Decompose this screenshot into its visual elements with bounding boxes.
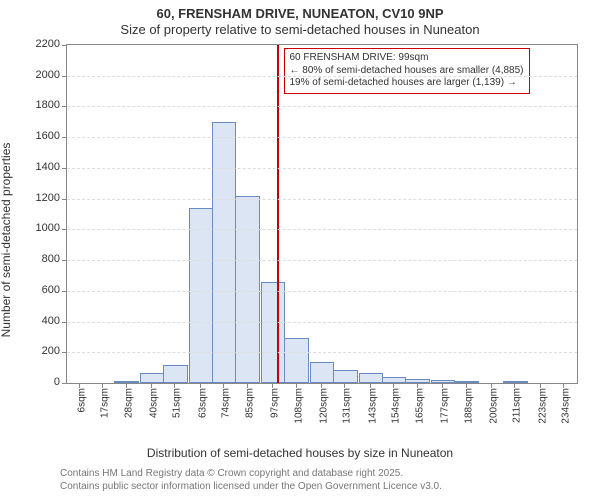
chart-container: 60, FRENSHAM DRIVE, NUNEATON, CV10 9NP S… [0, 0, 600, 500]
marker-line [277, 45, 279, 383]
xtick-label: 120sqm [319, 388, 330, 424]
bar [261, 282, 285, 383]
bar [431, 380, 455, 383]
gridline [67, 229, 577, 230]
chart-title-line2: Size of property relative to semi-detach… [0, 22, 600, 37]
xtick-label: 74sqm [221, 388, 232, 418]
annotation-box: 60 FRENSHAM DRIVE: 99sqm ← 80% of semi-d… [284, 48, 530, 94]
ytick-label: 0 [20, 376, 60, 388]
ytick-mark [62, 76, 67, 77]
ytick-label: 1200 [20, 192, 60, 204]
ytick-mark [62, 291, 67, 292]
xtick-label: 28sqm [123, 388, 134, 418]
ytick-mark [62, 352, 67, 353]
x-axis-label: Distribution of semi-detached houses by … [0, 446, 600, 460]
ytick-mark [62, 322, 67, 323]
ytick-mark [62, 45, 67, 46]
gridline [67, 76, 577, 77]
ytick-label: 2200 [20, 38, 60, 50]
annotation-line1: 60 FRENSHAM DRIVE: 99sqm [290, 52, 524, 65]
y-axis-label: Number of semi-detached properties [0, 45, 13, 240]
ytick-mark [62, 168, 67, 169]
bar [382, 377, 406, 383]
ytick-label: 2000 [20, 69, 60, 81]
footer-attribution: Contains HM Land Registry data © Crown c… [60, 468, 442, 493]
bar [333, 370, 357, 383]
footer-line2: Contains public sector information licen… [60, 481, 442, 494]
bar [284, 338, 308, 383]
xtick-label: 108sqm [293, 388, 304, 424]
xtick-label: 234sqm [561, 388, 572, 424]
xtick-label: 154sqm [391, 388, 402, 424]
plot-area: 60 FRENSHAM DRIVE: 99sqm ← 80% of semi-d… [66, 44, 578, 384]
bar [212, 122, 236, 383]
bar [114, 381, 138, 383]
gridline [67, 199, 577, 200]
ytick-label: 400 [20, 315, 60, 327]
ytick-label: 1400 [20, 161, 60, 173]
xtick-label: 17sqm [100, 388, 111, 418]
ytick-label: 200 [20, 345, 60, 357]
ytick-mark [62, 106, 67, 107]
xtick-label: 211sqm [512, 388, 523, 423]
bar [140, 373, 164, 383]
annotation-line3: 19% of semi-detached houses are larger (… [290, 77, 524, 90]
bar [310, 362, 334, 383]
bars-layer [67, 45, 577, 383]
chart-title-line1: 60, FRENSHAM DRIVE, NUNEATON, CV10 9NP [0, 6, 600, 21]
gridline [67, 291, 577, 292]
xtick-label: 223sqm [537, 388, 548, 424]
bar [405, 379, 429, 383]
ytick-mark [62, 137, 67, 138]
ytick-mark [62, 383, 67, 384]
gridline [67, 352, 577, 353]
xtick-label: 200sqm [489, 388, 500, 424]
xtick-label: 131sqm [342, 388, 353, 424]
ytick-mark [62, 229, 67, 230]
bar [454, 381, 478, 383]
ytick-label: 1800 [20, 99, 60, 111]
gridline [67, 322, 577, 323]
gridline [67, 168, 577, 169]
gridline [67, 106, 577, 107]
gridline [67, 260, 577, 261]
ytick-label: 800 [20, 253, 60, 265]
ytick-label: 1000 [20, 222, 60, 234]
ytick-mark [62, 199, 67, 200]
ytick-label: 600 [20, 284, 60, 296]
bar [235, 196, 259, 383]
xtick-label: 97sqm [270, 388, 281, 418]
bar [359, 373, 383, 383]
gridline [67, 137, 577, 138]
ytick-mark [62, 260, 67, 261]
ytick-label: 1600 [20, 130, 60, 142]
xtick-label: 40sqm [149, 388, 160, 418]
xtick-label: 85sqm [244, 388, 255, 418]
xtick-label: 188sqm [463, 388, 474, 424]
bar [163, 365, 187, 383]
xtick-label: 165sqm [414, 388, 425, 424]
bar [189, 208, 213, 383]
xtick-label: 143sqm [367, 388, 378, 424]
xtick-label: 177sqm [440, 388, 451, 424]
xtick-label: 6sqm [76, 388, 87, 412]
footer-line1: Contains HM Land Registry data © Crown c… [60, 468, 442, 481]
xtick-label: 63sqm [197, 388, 208, 418]
xtick-label: 51sqm [172, 388, 183, 418]
bar [503, 381, 527, 383]
